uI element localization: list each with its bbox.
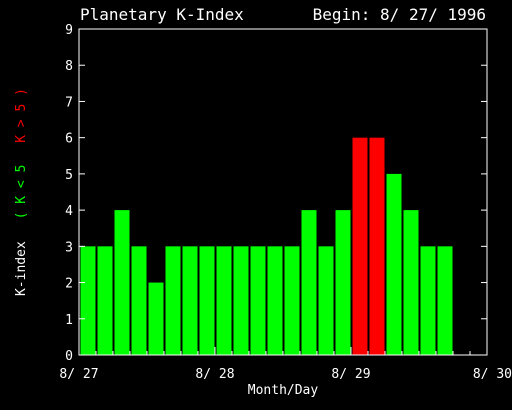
x-axis-label: Month/Day xyxy=(248,383,319,398)
y-tick-label: 3 xyxy=(65,240,73,255)
bar xyxy=(267,246,283,355)
bar xyxy=(80,246,96,355)
bar xyxy=(97,246,113,355)
bar xyxy=(335,210,351,355)
y-tick-label: 1 xyxy=(65,313,73,328)
bar xyxy=(437,246,453,355)
bar xyxy=(250,246,266,355)
y-axis-label-high: K > 5 ) xyxy=(14,88,29,143)
bar xyxy=(131,246,147,355)
bar xyxy=(182,246,198,355)
y-tick-label: 9 xyxy=(65,23,73,38)
bar xyxy=(420,246,436,355)
bar xyxy=(403,210,419,355)
y-tick-label: 8 xyxy=(65,59,73,74)
y-tick-label: 0 xyxy=(65,349,73,364)
y-tick-label: 7 xyxy=(65,95,73,110)
x-tick-label: 8/ 29 xyxy=(331,367,370,382)
bar xyxy=(199,246,215,355)
y-axis: 0 1 2 3 4 5 6 7 8 9 xyxy=(65,23,487,364)
bar xyxy=(165,246,181,355)
bar xyxy=(369,137,385,355)
y-tick-label: 2 xyxy=(65,277,73,292)
chart-title: Planetary K-Index xyxy=(80,5,244,24)
bar xyxy=(352,137,368,355)
bar xyxy=(386,173,402,355)
bar xyxy=(284,246,300,355)
bar-series xyxy=(80,137,453,355)
y-axis-label: K-index ( K < 5 K > 5 ) xyxy=(14,88,29,296)
begin-date-label: Begin: 8/ 27/ 1996 xyxy=(313,5,486,24)
bar xyxy=(233,246,249,355)
x-axis: 8/ 27 8/ 28 8/ 29 8/ 30 xyxy=(59,347,512,382)
svg-text:K-index ( K < 5 K: K-index ( K < 5 K > 5 ) xyxy=(14,88,29,296)
y-tick-label: 4 xyxy=(65,204,73,219)
bar xyxy=(318,246,334,355)
bar xyxy=(216,246,232,355)
bar xyxy=(301,210,317,355)
y-tick-label: 6 xyxy=(65,132,73,147)
y-tick-label: 5 xyxy=(65,168,73,183)
y-axis-label-main: K-index xyxy=(14,241,29,296)
y-axis-label-low: ( K < 5 xyxy=(14,165,29,220)
bar xyxy=(148,282,164,355)
x-tick-label: 8/ 27 xyxy=(59,367,98,382)
x-tick-label: 8/ 30 xyxy=(473,367,512,382)
bar xyxy=(114,210,130,355)
x-tick-label: 8/ 28 xyxy=(195,367,234,382)
